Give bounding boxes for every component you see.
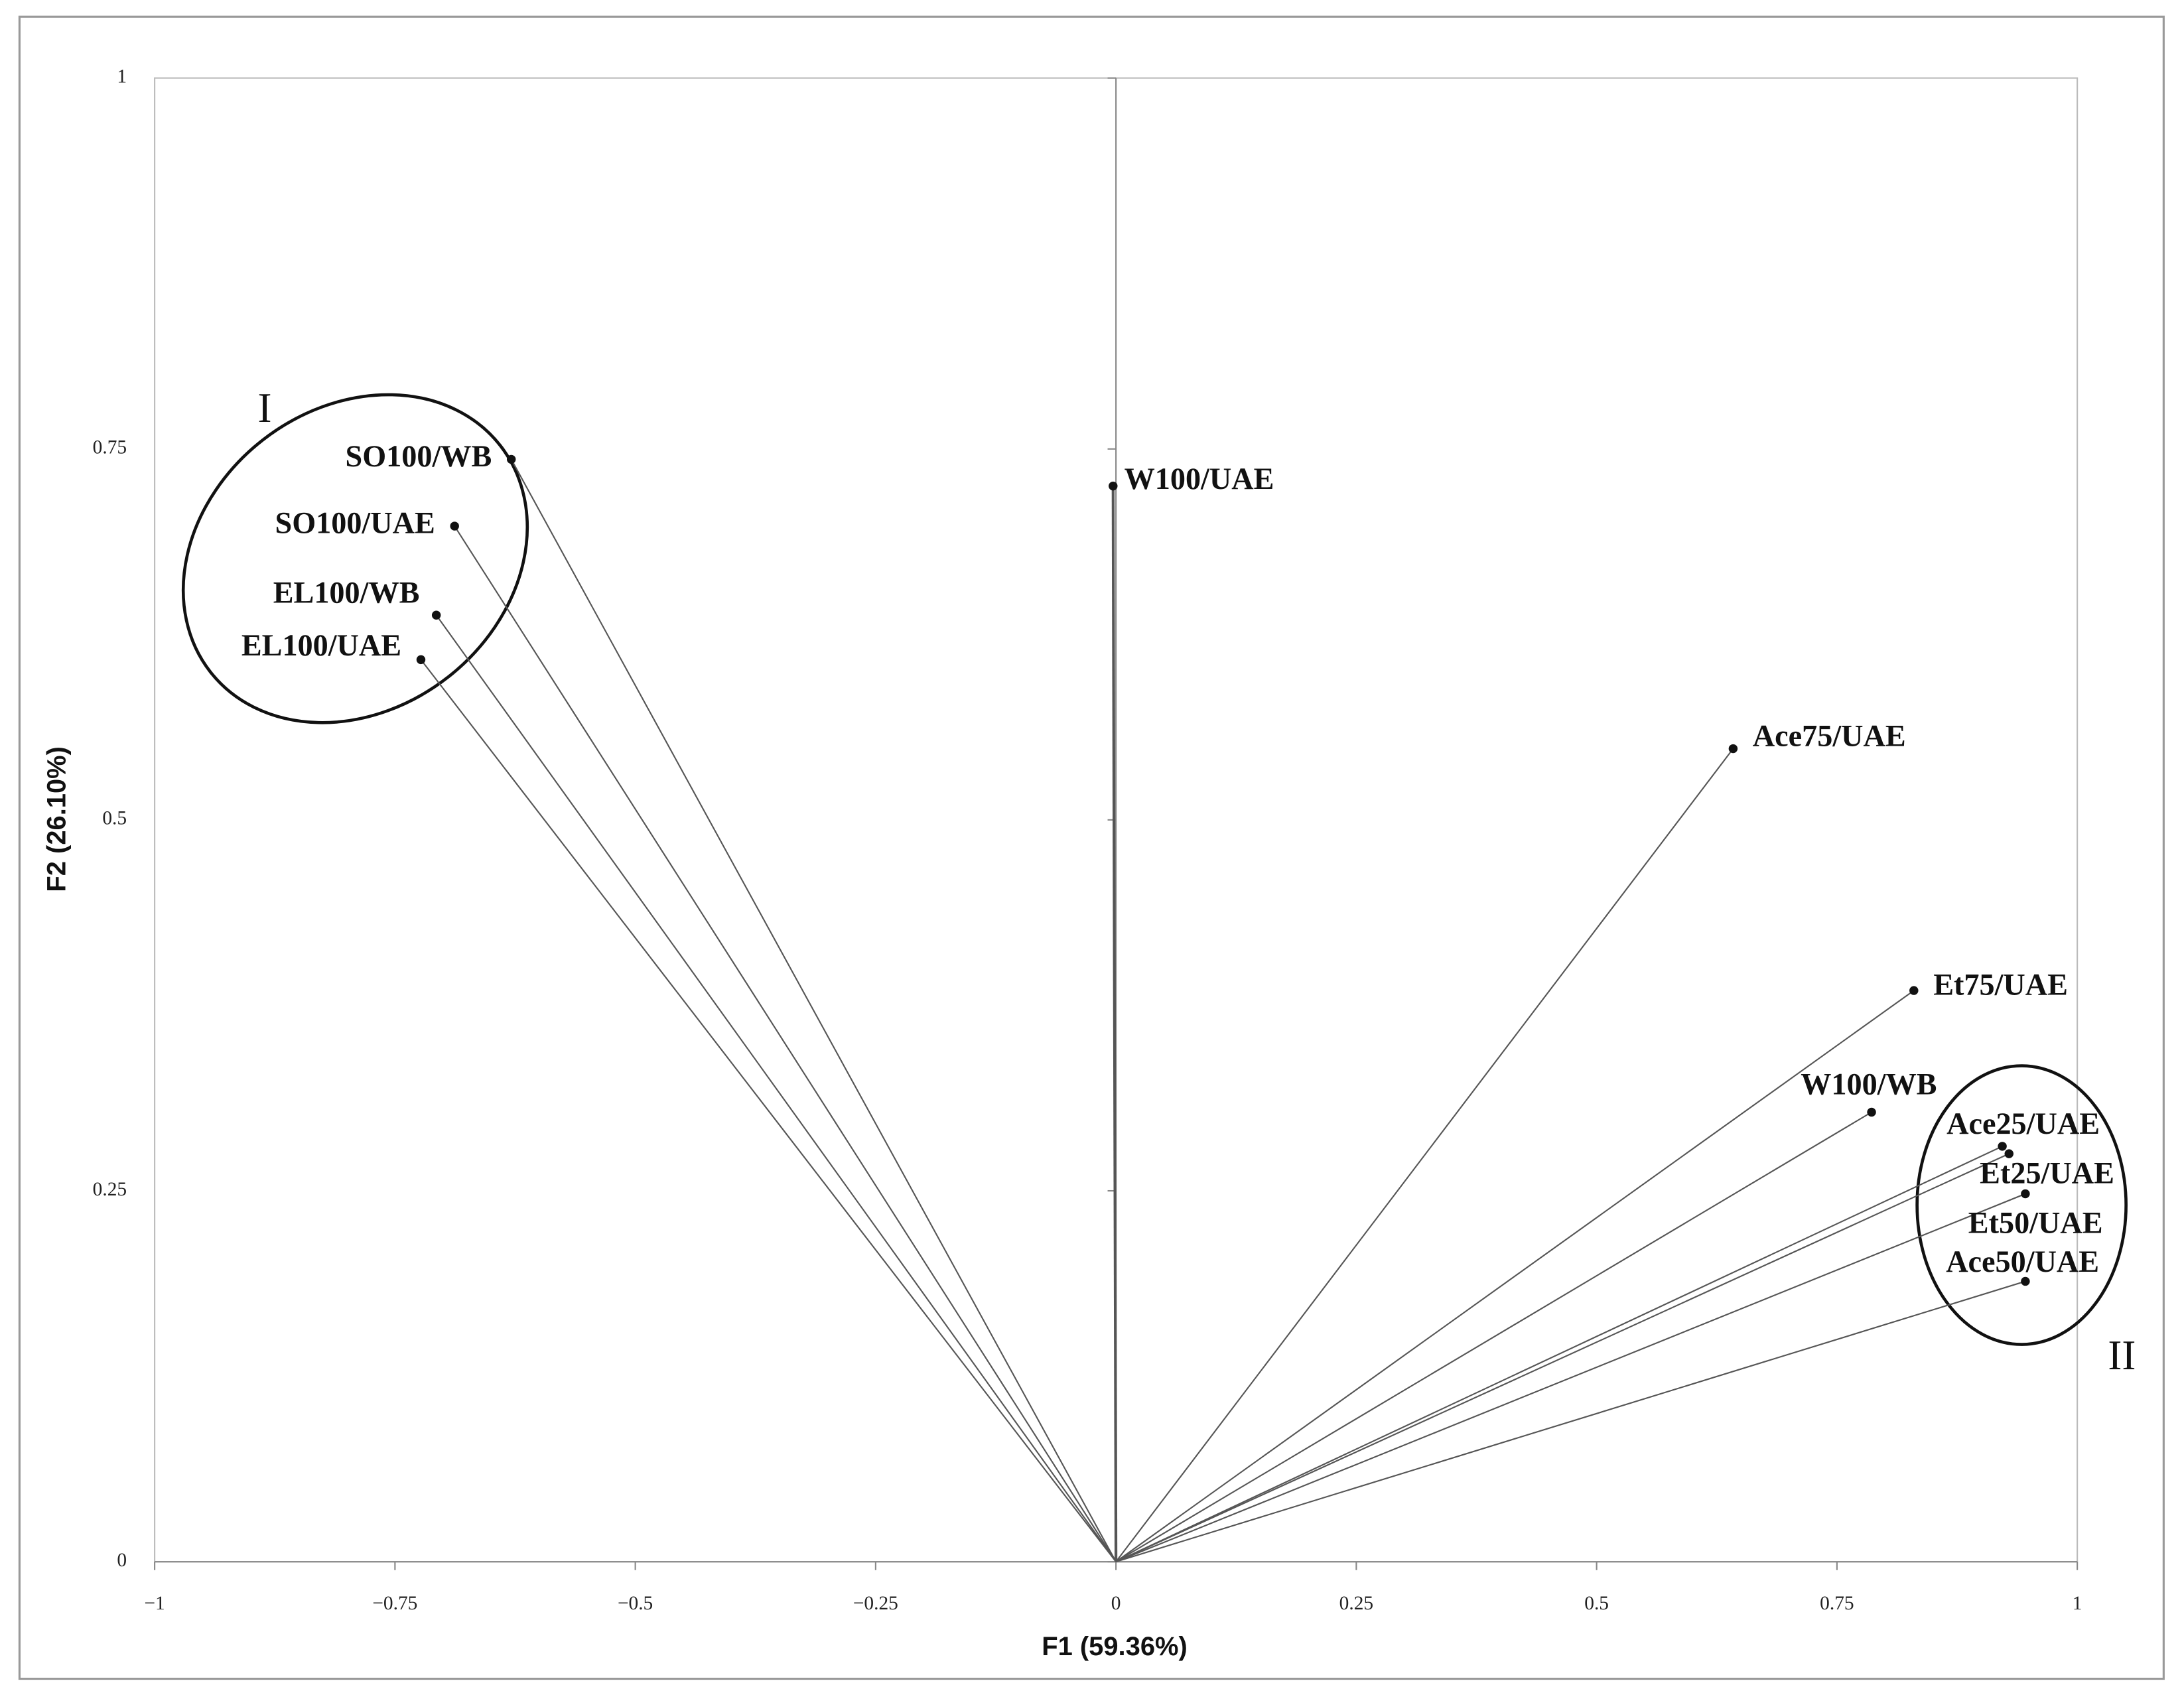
y-tick-label: 0.75 [93,437,127,458]
frame [18,15,2165,1680]
point-label: Et25/UAE [1980,1156,2114,1189]
y-tick-label: 0.25 [93,1179,127,1200]
point-label: Ace75/UAE [1753,718,1906,752]
annotation: II [2108,1332,2136,1379]
loading-vector [454,525,1117,1562]
point [506,454,516,464]
x-tick-label: 0.25 [1339,1593,1373,1614]
point-label: EL100/WB [273,575,420,609]
point-label: W100/WB [1801,1067,1937,1101]
x-tick-label: −0.5 [618,1593,653,1614]
point [1728,744,1738,754]
loading-vector [435,614,1117,1562]
point-label: Et75/UAE [1933,967,2068,1001]
y-tick-label: 0 [117,1550,127,1571]
loading-vector [1115,1111,1872,1563]
x-tick-label: 0 [1111,1593,1121,1614]
loading-vector [1115,1280,2026,1563]
y-tick-label: 1 [117,66,127,87]
group-ellipse [181,393,529,724]
y-tick-label: 0.5 [102,808,127,829]
x-tick-label: −1 [144,1593,165,1614]
point-label: W100/UAE [1125,462,1274,496]
point [1909,986,1919,995]
y-axis-title: F2 (26.10%) [42,746,72,892]
point-label: Ace25/UAE [1946,1107,2100,1140]
point [450,521,459,531]
point-label: Ace50/UAE [1946,1245,2099,1278]
loading-vector [1115,990,1915,1563]
loading-vector [1111,486,1118,1562]
point-label: SO100/UAE [275,506,435,540]
point [2004,1149,2013,1158]
x-tick-label: 0.75 [1820,1593,1854,1614]
point-label: EL100/UAE [241,628,401,662]
loading-vector [1115,1193,2026,1563]
point [1998,1142,2007,1151]
point [1109,481,1118,491]
loading-vector [1115,1153,2010,1563]
point-label: Et50/UAE [1968,1205,2103,1239]
x-tick-label: −0.25 [853,1593,898,1614]
point-label: SO100/WB [346,439,492,473]
x-tick-label: 0.5 [1584,1593,1609,1614]
loading-vector [510,458,1117,1562]
x-tick-label: −0.75 [372,1593,417,1614]
annotation: I [258,385,272,431]
point [431,610,441,620]
point [1867,1107,1876,1117]
point [2021,1276,2030,1286]
point [2021,1189,2030,1199]
group-ellipse [1915,1064,2128,1346]
loading-vector [1115,1145,2003,1563]
loading-vector [1115,748,1734,1562]
x-tick-label: 1 [2073,1593,2082,1614]
loading-vector [420,659,1117,1562]
point [416,655,426,665]
x-axis-title: F1 (59.36%) [1042,1632,1188,1661]
